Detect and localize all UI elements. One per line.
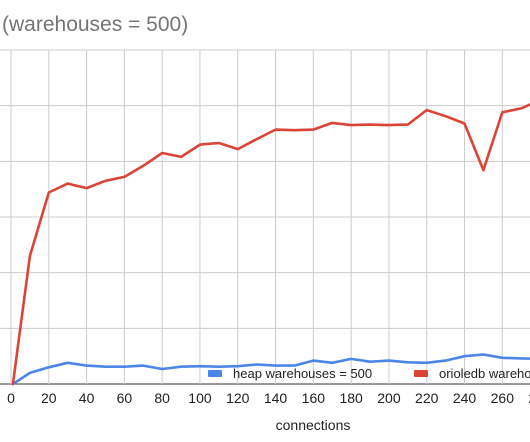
x-tick-label: 60 [117, 390, 133, 406]
x-tick-label: 180 [339, 390, 363, 406]
x-tick-label: 220 [415, 390, 439, 406]
x-tick-label: 40 [79, 390, 95, 406]
legend-label: heap warehouses = 500 [233, 366, 372, 381]
x-tick-label: 280 [528, 390, 530, 406]
legend: heap warehouses = 500 orioledb warehouses… [208, 366, 530, 381]
x-tick-label: 80 [154, 390, 170, 406]
grid [0, 49, 530, 385]
legend-swatch [414, 370, 428, 377]
x-tick-label: 0 [7, 390, 15, 406]
legend-swatch [208, 370, 222, 377]
chart-title: (warehouses = 500) [2, 13, 188, 36]
x-axis-title: connections [276, 417, 351, 433]
legend-label: orioledb warehouses = 500 [439, 366, 530, 381]
series-lines [11, 103, 530, 386]
x-tick-label: 20 [41, 390, 57, 406]
x-tick-label: 200 [377, 390, 401, 406]
x-tick-label: 120 [226, 390, 250, 406]
series-line-1 [11, 103, 530, 386]
x-tick-label: 140 [264, 390, 288, 406]
series-line-0 [11, 353, 530, 386]
x-tick-label: 240 [453, 390, 477, 406]
x-tick-label: 100 [188, 390, 212, 406]
x-tick-label: 160 [302, 390, 326, 406]
x-axis-ticks: 0 20 40 60 80 100 120 140 160 180 200 220 240 260 280 [7, 390, 530, 406]
x-tick-label: 260 [491, 390, 515, 406]
